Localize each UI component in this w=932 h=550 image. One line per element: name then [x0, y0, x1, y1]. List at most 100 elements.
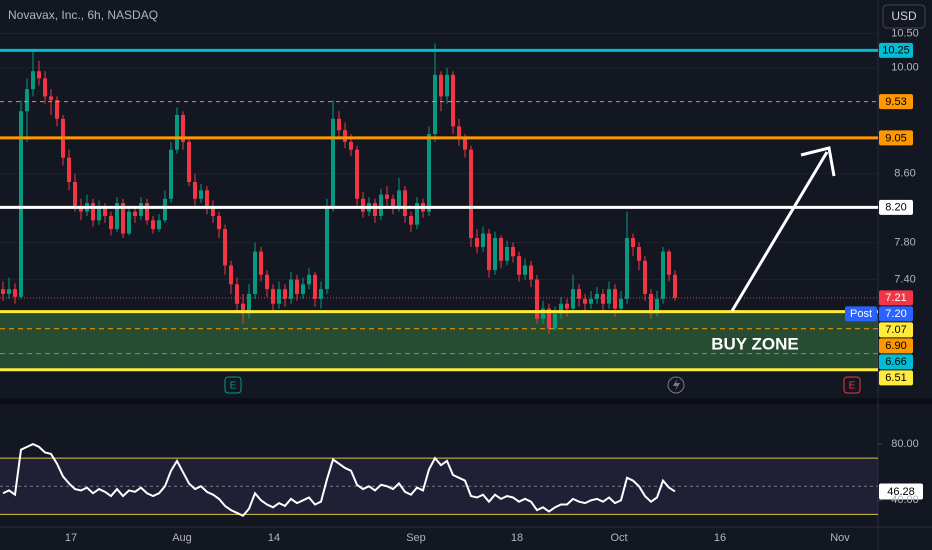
buy-arrow [730, 146, 836, 312]
event-icons: E E [224, 376, 861, 394]
level-label-box [879, 94, 913, 110]
level-label-box [879, 370, 913, 386]
news-icon-bolt [673, 379, 680, 391]
candle-body [607, 289, 611, 304]
candle-body [625, 238, 629, 299]
candle-body [571, 289, 575, 309]
candle-body [115, 203, 119, 230]
level-label-box [879, 199, 913, 215]
currency-label[interactable]: USD [891, 9, 917, 23]
symbol-title: Novavax, Inc., 6h, NASDAQ [8, 8, 158, 22]
candle-body [49, 96, 53, 101]
x-tick-label: Sep [406, 532, 426, 544]
candle-body [433, 74, 437, 135]
currency-button-box[interactable] [882, 4, 926, 29]
candle-body [403, 190, 407, 216]
candle-body [547, 308, 551, 329]
candle-body [499, 238, 503, 261]
candle-body [319, 289, 323, 299]
candle-body [445, 74, 449, 97]
y-tick-label: 10.00 [891, 62, 919, 74]
rsi-value-box [879, 483, 923, 500]
candle-body [469, 149, 473, 239]
candle-body [259, 251, 263, 275]
x-tick-label: 14 [268, 532, 280, 544]
candle-body [7, 289, 11, 294]
candle-body [163, 198, 167, 221]
candle-body [385, 194, 389, 199]
candle-body [559, 303, 563, 314]
candle-body [583, 298, 587, 304]
candle-body [535, 279, 539, 319]
pane-divider [0, 398, 932, 404]
x-tick-label: 16 [714, 532, 726, 544]
candle-body [151, 220, 155, 230]
level-tag: Post [850, 308, 872, 320]
candle-body [541, 308, 545, 319]
candle-body [307, 274, 311, 285]
candle-body [619, 298, 623, 309]
candle-body [253, 251, 257, 294]
candle-body [349, 141, 353, 150]
candle-body [223, 229, 227, 266]
candle-body [121, 203, 125, 234]
candle-body [79, 207, 83, 212]
candle-body [487, 233, 491, 271]
arrow-head [800, 146, 836, 177]
candle-body [475, 238, 479, 248]
candle-body [1, 289, 5, 294]
candle-body [181, 114, 185, 142]
earnings-icon-letter: E [230, 381, 237, 392]
candle-body [103, 207, 107, 216]
y-tick-label: 8.60 [894, 168, 915, 180]
candle-body [415, 203, 419, 225]
rsi-value-label: 46.28 [887, 486, 915, 498]
candle-body [343, 130, 347, 142]
candle-body [355, 149, 359, 199]
candle-body [457, 126, 461, 138]
candle-body [175, 114, 179, 150]
candle-body [565, 303, 569, 309]
candle-body [169, 149, 173, 199]
rsi-tick-label: 40.00 [891, 494, 919, 506]
candle-body [97, 207, 101, 221]
candle-body [247, 293, 251, 314]
candle-body [409, 215, 413, 225]
candle-body [427, 134, 431, 212]
candle-body [127, 211, 131, 234]
candle-body [589, 298, 593, 304]
candle-body [631, 238, 635, 248]
level-label: 6.90 [885, 340, 906, 352]
y-tick-label: 7.80 [894, 236, 915, 248]
level-label: 7.20 [885, 308, 906, 320]
x-tick-label: 18 [511, 532, 523, 544]
candle-body [439, 74, 443, 97]
currency-button[interactable]: USD [882, 4, 926, 29]
candle-body [655, 298, 659, 314]
candle-body [109, 215, 113, 230]
level-label: 6.66 [885, 356, 906, 368]
earnings-icon[interactable] [224, 376, 242, 394]
candle-body [595, 293, 599, 299]
candle-body [229, 265, 233, 285]
candle-body [511, 247, 515, 257]
earnings-icon[interactable] [843, 376, 861, 394]
candle-body [529, 265, 533, 280]
candle-body [67, 157, 71, 183]
level-label: 7.07 [885, 324, 906, 336]
level-label-box [879, 354, 913, 370]
candle-body [265, 274, 269, 290]
candle-body [37, 71, 41, 79]
candle-body [193, 182, 197, 199]
news-icon[interactable] [667, 376, 685, 394]
level-label-box [879, 42, 913, 58]
candle-body [649, 293, 653, 314]
y-tick-label: 10.50 [891, 27, 919, 39]
x-tick-label: Nov [830, 532, 850, 544]
candle-body [451, 74, 455, 127]
candle-body [505, 247, 509, 261]
level-label: 9.53 [885, 96, 906, 108]
level-label-box [879, 322, 913, 338]
candle-body [325, 207, 329, 290]
